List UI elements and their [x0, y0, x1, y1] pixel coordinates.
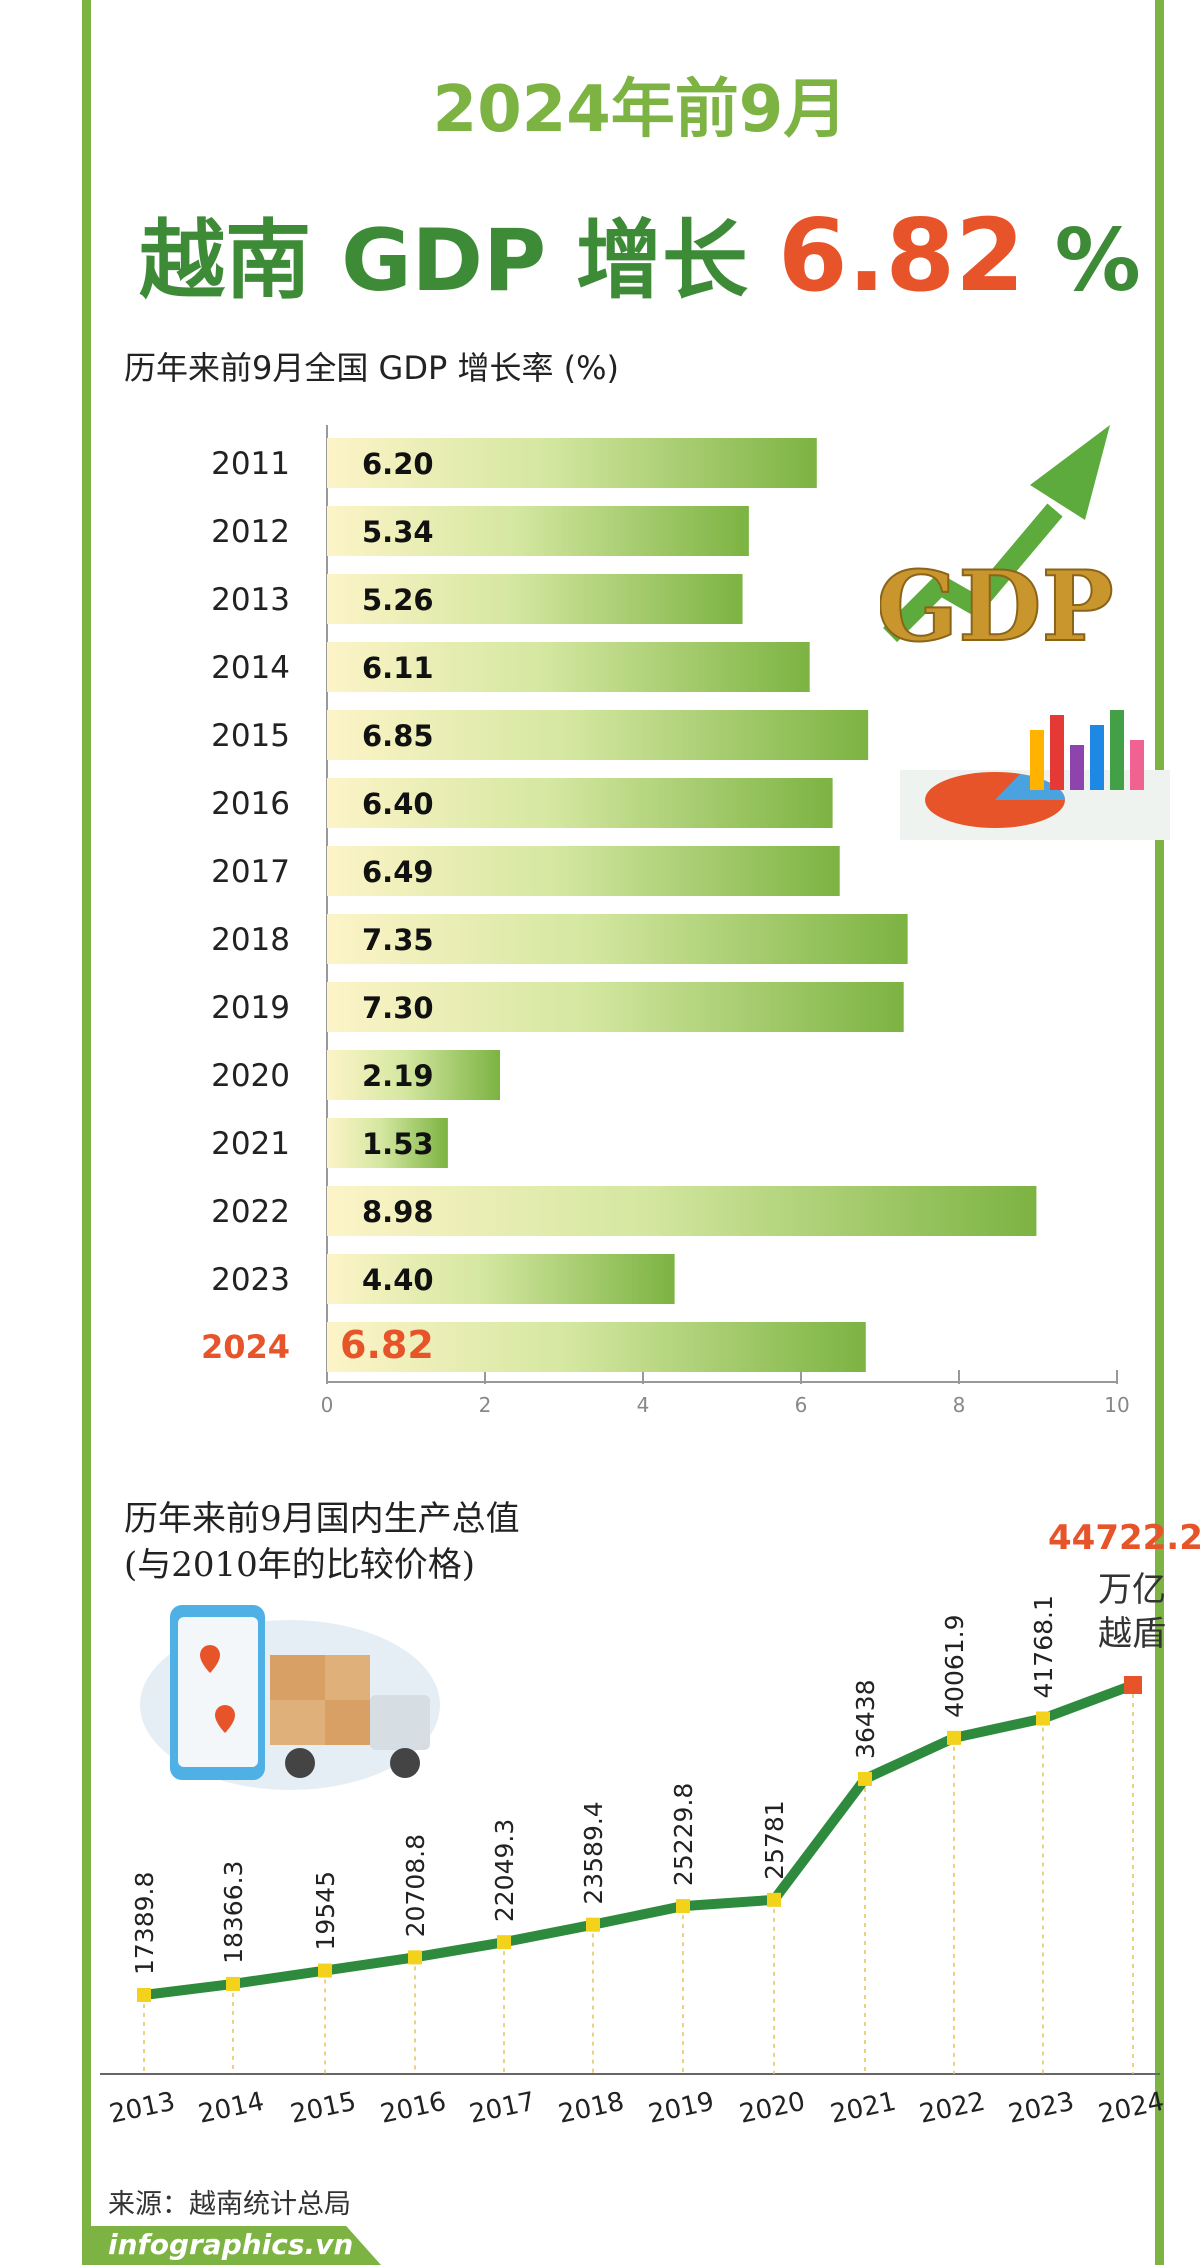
- bar-2015: [327, 710, 869, 760]
- bar-value-label: 2.19: [362, 1059, 434, 1093]
- unit-label: 万亿 越盾: [1098, 1568, 1166, 1656]
- bar-category-label: 2022: [211, 1194, 290, 1230]
- bar-category-label: 2024: [201, 1328, 290, 1366]
- bar-category-label: 2012: [211, 514, 290, 550]
- title-highlight-value: 6.82: [777, 197, 1025, 314]
- bar-value-label: 7.30: [362, 991, 434, 1025]
- title-prefix: 越南 GDP 增长: [139, 211, 778, 311]
- bar-2021: [327, 1118, 448, 1168]
- unit-line2: 越盾: [1098, 1614, 1166, 1654]
- bar-2018: [327, 914, 908, 964]
- bar-value-label: 4.40: [362, 1263, 434, 1297]
- bar-x-tick-label: 8: [953, 1393, 966, 1417]
- bar-category-label: 2021: [211, 1126, 290, 1162]
- page-title-line2: 越南 GDP 增长 6.82 %: [40, 190, 1200, 315]
- bar-category-label: 2020: [211, 1058, 290, 1094]
- bar-value-label: 6.11: [362, 651, 434, 685]
- bar-2022: [327, 1186, 1037, 1236]
- bar-value-label: 8.98: [362, 1195, 434, 1229]
- bar-x-tick-label: 6: [795, 1393, 808, 1417]
- bar-category-label: 2016: [211, 786, 290, 822]
- bar-value-label: 6.20: [362, 447, 434, 481]
- bar-value-label: 6.40: [362, 787, 434, 821]
- svg-text:GDP: GDP: [880, 550, 1114, 663]
- bar-x-tick-label: 10: [1104, 1393, 1129, 1417]
- bar-2017: [327, 846, 840, 896]
- bar-category-label: 2018: [211, 922, 290, 958]
- bar-value-label: 6.85: [362, 719, 434, 753]
- line-chart-title-text: 历年来前9月国内生产总值: [124, 1499, 520, 1539]
- bar-2020: [327, 1050, 501, 1100]
- bar-2023: [327, 1254, 675, 1304]
- footer-band: [91, 2226, 381, 2265]
- bar-2019: [327, 982, 904, 1032]
- source-text: 来源：越南统计总局: [108, 2189, 351, 2220]
- line-chart-subtitle: (与2010年的比较价格): [124, 1545, 476, 1585]
- title-suffix: %: [1024, 211, 1141, 311]
- bar-value-label: 7.35: [362, 923, 434, 957]
- unit-line1: 万亿: [1098, 1570, 1166, 1610]
- bar-2012: [327, 506, 749, 556]
- bar-2016: [327, 778, 833, 828]
- pie-bar-chart-icon: [900, 710, 1170, 840]
- bar-value-label: 5.34: [362, 515, 434, 549]
- bar-category-label: 2013: [211, 582, 290, 618]
- bar-value-label: 6.49: [362, 855, 434, 889]
- bar-x-tick-label: 4: [637, 1393, 650, 1417]
- bar-value-label: 1.53: [362, 1127, 434, 1161]
- bar-x-tick-label: 2: [479, 1393, 492, 1417]
- bar-x-tick-label: 0: [321, 1393, 334, 1417]
- line-chart-title: 历年来前9月国内生产总值 (与2010年的比较价格): [124, 1496, 520, 1588]
- bar-2011: [327, 438, 817, 488]
- final-value-label: 44722.2: [1048, 1518, 1200, 1558]
- bar-value-label: 6.82: [340, 1323, 434, 1367]
- bar-category-label: 2011: [211, 446, 290, 482]
- bar-category-label: 2023: [211, 1262, 290, 1298]
- bar-category-label: 2015: [211, 718, 290, 754]
- phone-map-delivery-icon: [140, 1605, 440, 1790]
- bar-chart: 0 2 4 6 8 10 2011 6.20 2012 5.34 2013 5.26 2014 6.11 2…: [201, 425, 1130, 1417]
- gdp-growth-icon: GDP: [880, 425, 1115, 664]
- bar-category-label: 2019: [211, 990, 290, 1026]
- bar-category-label: 2014: [211, 650, 290, 686]
- bar-category-label: 2017: [211, 854, 290, 890]
- bar-2024: [327, 1322, 866, 1372]
- bar-2013: [327, 574, 743, 624]
- bar-chart-title: 历年来前9月全国 GDP 增长率 (%): [124, 349, 619, 387]
- bar-2014: [327, 642, 810, 692]
- bar-value-label: 5.26: [362, 583, 434, 617]
- footer-brand: infographics.vn: [108, 2228, 354, 2261]
- page-title-line1: 2024年前9月: [432, 73, 848, 147]
